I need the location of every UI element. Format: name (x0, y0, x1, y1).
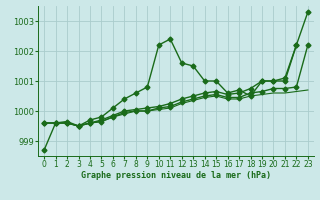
X-axis label: Graphe pression niveau de la mer (hPa): Graphe pression niveau de la mer (hPa) (81, 171, 271, 180)
